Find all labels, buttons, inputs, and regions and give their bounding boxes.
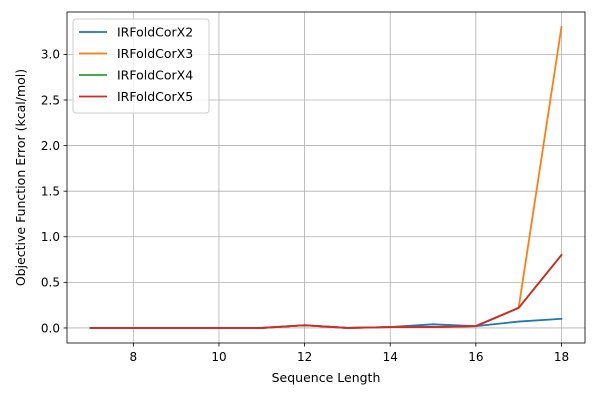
legend-frame bbox=[72, 18, 210, 114]
y-tick-label: 1.0 bbox=[41, 230, 60, 244]
y-tick-label: 2.0 bbox=[41, 139, 60, 153]
y-axis-label: Objective Function Error (kcal/mol) bbox=[13, 69, 28, 286]
legend-label-irfoldcorx5: IRFoldCorX5 bbox=[117, 89, 193, 104]
grid-lines bbox=[67, 12, 585, 343]
legend-label-irfoldcorx4: IRFoldCorX4 bbox=[117, 68, 193, 83]
series-lines bbox=[89, 26, 563, 329]
x-tick-label: 18 bbox=[554, 350, 569, 364]
x-tick-label: 14 bbox=[383, 350, 398, 364]
y-tick-label: 1.5 bbox=[41, 184, 60, 198]
legend: IRFoldCorX2 IRFoldCorX3 IRFoldCorX4 IRFoldC… bbox=[72, 18, 210, 114]
series-line-irfoldcorx5 bbox=[89, 253, 563, 329]
x-tick-label: 12 bbox=[297, 350, 312, 364]
x-tick-label: 8 bbox=[130, 350, 138, 364]
legend-label-irfoldcorx2: IRFoldCorX2 bbox=[117, 25, 193, 40]
x-axis-label: Sequence Length bbox=[272, 370, 381, 385]
axis-ticks: 8 10 12 14 16 18 0.0 0.5 1.0 1.5 2.0 2.5 3.0 bbox=[41, 48, 569, 364]
y-tick-label: 3.0 bbox=[41, 48, 60, 62]
y-tick-label: 0.5 bbox=[41, 276, 60, 290]
x-tick-label: 16 bbox=[468, 350, 483, 364]
legend-label-irfoldcorx3: IRFoldCorX3 bbox=[117, 46, 193, 61]
x-tick-label: 10 bbox=[211, 350, 226, 364]
y-tick-label: 2.5 bbox=[41, 93, 60, 107]
plot-frame bbox=[66, 11, 586, 344]
y-tick-label: 0.0 bbox=[41, 321, 60, 335]
